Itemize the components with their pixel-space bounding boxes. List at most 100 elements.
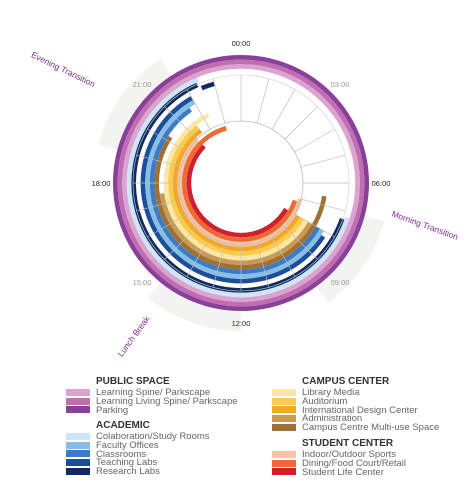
legend-label: Dining/Food Court/Retail <box>302 457 407 469</box>
hour-spoke <box>147 128 188 153</box>
legend-item: Parking <box>66 404 238 416</box>
ring-arc <box>177 138 303 247</box>
legend-label: Administration <box>302 413 363 425</box>
ring-full <box>113 55 369 311</box>
grid-layer <box>132 74 350 292</box>
hour-spoke <box>147 213 188 238</box>
time-label: 06:00 <box>372 179 391 188</box>
legend-label: International Design Center <box>302 404 418 416</box>
legend-item: Campus Centre Multi-use Space <box>272 423 439 432</box>
legend-swatch <box>66 468 90 476</box>
legend-item: Student Life Center <box>272 466 406 478</box>
transition-band <box>98 58 177 153</box>
ring-full <box>117 59 365 307</box>
time-label: 15:00 <box>133 278 152 287</box>
outer-grid-circle <box>132 74 350 292</box>
legend-swatch <box>66 441 90 449</box>
legend-group-title: PUBLIC SPACE <box>96 376 170 387</box>
legend-group: PUBLIC SPACE Learning Spine/ Parkscape Lea… <box>66 376 238 416</box>
legend-label: Classrooms <box>96 448 147 460</box>
ring-arc <box>163 113 309 261</box>
legend-item: Administration <box>272 413 439 425</box>
ring-arc <box>149 107 320 275</box>
ring-arc <box>154 135 327 270</box>
legend-item: Classrooms <box>66 448 210 460</box>
time-label: 00:00 <box>232 39 251 48</box>
legend-item: Library Media <box>272 388 439 397</box>
hour-spoke <box>164 226 198 260</box>
ring-arc <box>186 144 289 238</box>
hour-spoke <box>294 128 335 153</box>
ring-arc <box>126 77 350 298</box>
hour-spoke <box>271 236 296 277</box>
hour-spoke <box>212 78 226 124</box>
legend-swatch <box>272 424 296 432</box>
legend-item: Indoor/Outdoor Sports <box>272 450 406 459</box>
hour-spoke <box>136 198 182 212</box>
legend-label: Faculty Offices <box>96 439 159 451</box>
ring-arc <box>159 193 313 265</box>
time-label: 21:00 <box>133 80 152 89</box>
hour-spoke <box>284 226 318 260</box>
hour-spoke <box>300 198 346 212</box>
legend-item: Auditorium <box>272 395 439 407</box>
legend-swatch <box>66 432 90 440</box>
legend-item: Dining/Food Court/Retail <box>272 457 407 469</box>
legend-swatch <box>272 397 296 405</box>
ring-arc <box>200 81 216 91</box>
inner-grid-circle <box>178 120 304 246</box>
transition-label: Evening Transition <box>30 49 97 89</box>
hour-spoke <box>186 89 211 130</box>
legend-group: CAMPUS CENTER Library Media Auditorium Inte… <box>272 376 439 432</box>
ring-arc <box>131 82 345 293</box>
hour-spoke <box>136 154 182 168</box>
legend-item: Research Labs <box>66 467 210 476</box>
time-label: 12:00 <box>232 319 251 328</box>
legend-group: ACADEMIC Colaboration/Study Rooms Faculty … <box>66 420 210 476</box>
transition-label: Morning Transition <box>390 209 459 242</box>
time-label: 03:00 <box>331 80 350 89</box>
legend-item: International Design Center <box>272 404 439 416</box>
legend-label: Student Life Center <box>302 466 384 478</box>
legend-swatch <box>66 406 90 414</box>
transition-band <box>310 213 384 303</box>
legend-label: Auditorium <box>302 395 348 407</box>
transition-label: Lunch Break <box>115 313 152 358</box>
legend-swatch <box>66 459 90 467</box>
legend-swatch <box>272 406 296 414</box>
hour-spoke <box>284 106 318 140</box>
legend-label: Library Media <box>302 386 360 398</box>
hour-spoke <box>164 106 198 140</box>
hour-spoke <box>256 242 270 288</box>
legend-label: Parking <box>96 404 129 416</box>
hour-spoke <box>294 213 335 238</box>
legend-label: Learning Spine/ Parkscape <box>96 386 211 398</box>
hour-spoke <box>256 78 270 124</box>
legend-label: Research Labs <box>96 466 160 478</box>
ring-full <box>122 64 360 302</box>
legend-label: Colaboration/Study Rooms <box>96 430 210 442</box>
legend-swatch <box>66 450 90 458</box>
legend-item: Learning Spine/ Parkscape <box>66 388 238 397</box>
legend-swatch <box>66 397 90 405</box>
legend-swatch <box>272 415 296 423</box>
legend-group-title: CAMPUS CENTER <box>302 376 390 387</box>
hour-spoke <box>186 236 211 277</box>
legend-swatch <box>272 468 296 476</box>
legend-label: Learning Living Spine/ Parkscape <box>96 395 238 407</box>
time-label: 18:00 <box>92 179 111 188</box>
legend-group-title: STUDENT CENTER <box>302 438 394 449</box>
legend-group: STUDENT CENTER Indoor/Outdoor Sports Dinin… <box>272 438 407 478</box>
legend-label: Teaching Labs <box>96 457 158 469</box>
legend-swatch <box>66 388 90 396</box>
legend-item: Learning Living Spine/ Parkscape <box>66 395 238 407</box>
legend-item: Faculty Offices <box>66 439 210 451</box>
ring-arc <box>182 126 298 242</box>
ring-layer <box>113 55 369 311</box>
activity-clock-diagram: 00:00 03:00 06:00 09:00 12:00 15:00 18:00 21:00… <box>30 39 460 358</box>
legend-item: Colaboration/Study Rooms <box>66 432 210 441</box>
legend-swatch <box>272 450 296 458</box>
hour-spoke <box>271 89 296 130</box>
legend-label: Indoor/Outdoor Sports <box>302 448 396 460</box>
legend-group-title: ACADEMIC <box>96 420 150 431</box>
